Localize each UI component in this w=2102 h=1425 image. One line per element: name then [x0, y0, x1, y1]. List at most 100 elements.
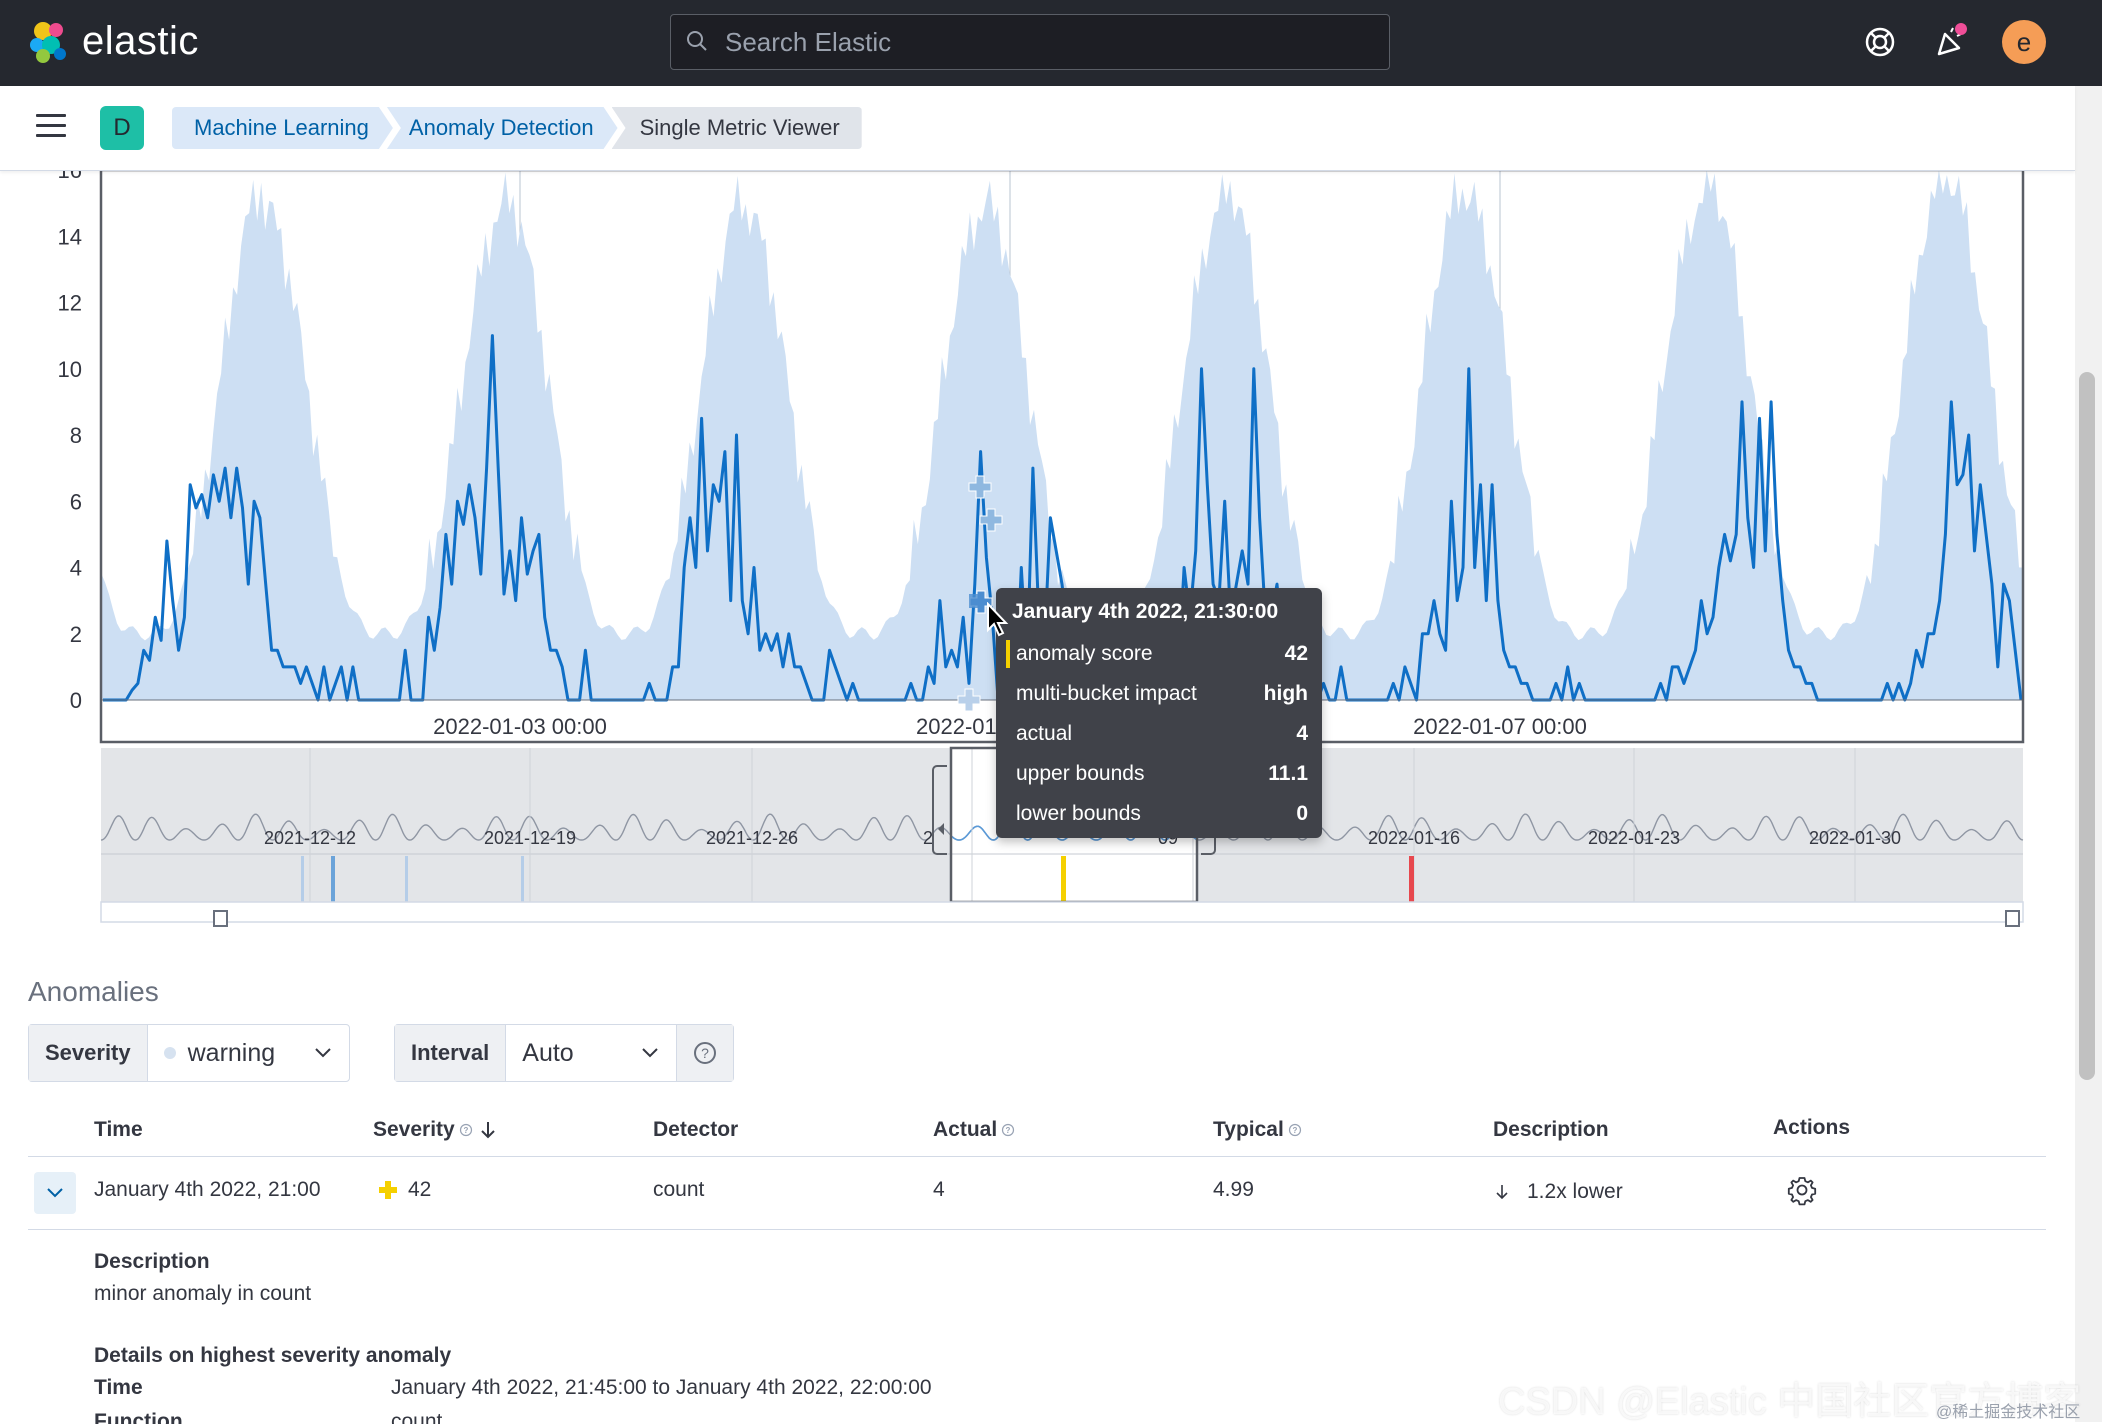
row-actions-button[interactable]: [1786, 1174, 1818, 1206]
tooltip-title: January 4th 2022, 21:30:00: [1012, 600, 1279, 623]
y-tick-label: 2: [70, 622, 82, 647]
user-avatar[interactable]: e: [2002, 20, 2046, 64]
tooltip-row-lower-bounds: lower bounds 0: [996, 794, 1322, 834]
interval-help-button[interactable]: ?: [676, 1025, 733, 1081]
swimlane-tick: [331, 856, 335, 902]
severity-warning-icon: [379, 1181, 397, 1199]
column-header-time[interactable]: Time: [94, 1118, 143, 1141]
y-tick-label: 8: [70, 423, 82, 448]
y-tick-label: 10: [58, 357, 82, 382]
menu-icon[interactable]: [36, 114, 66, 138]
details-time-value: January 4th 2022, 21:45:00 to January 4t…: [391, 1376, 932, 1399]
top-header: elastic e: [0, 0, 2102, 86]
elastic-cluster-icon: [30, 22, 66, 63]
row-detector: count: [653, 1178, 705, 1201]
brush-handle-left[interactable]: [932, 765, 947, 855]
scroll-handle-right[interactable]: [2005, 910, 2020, 927]
tooltip-value: 42: [1284, 642, 1308, 665]
details-function-label: Function: [94, 1410, 183, 1424]
breadcrumb-anomaly-detection[interactable]: Anomaly Detection: [387, 107, 618, 149]
context-tick-label: 2: [923, 828, 933, 848]
tooltip-row-multi-bucket: multi-bucket impact high: [996, 674, 1322, 714]
x-tick-label: 2022-01: [916, 714, 997, 739]
anomaly-marker[interactable]: [957, 688, 981, 712]
row-typical: 4.99: [1213, 1178, 1254, 1201]
watermark-small-text: @稀土掘金技术社区: [1936, 1404, 2081, 1421]
mouse-cursor-icon: [987, 602, 1009, 637]
severity-color-bar: [1006, 640, 1010, 668]
y-tick-label: 0: [70, 688, 82, 713]
sort-descending-icon[interactable]: [477, 1119, 499, 1141]
severity-select[interactable]: warning: [148, 1025, 349, 1081]
info-icon: ?: [1002, 1123, 1015, 1137]
tooltip-label: multi-bucket impact: [1016, 682, 1197, 705]
column-header-actual[interactable]: Actual ?: [933, 1118, 1015, 1142]
row-time: January 4th 2022, 21:00: [94, 1178, 321, 1201]
scroll-handle-left[interactable]: [213, 910, 228, 927]
interval-select[interactable]: Auto: [506, 1025, 676, 1081]
column-header-actions: Actions: [1773, 1116, 1851, 1139]
swimlane-tick: [521, 856, 524, 902]
column-header-description[interactable]: Description: [1493, 1118, 1609, 1141]
tooltip-value: 4: [1296, 722, 1308, 745]
row-description: 1.2x lower: [1493, 1180, 1623, 1204]
details-description-text: minor anomaly in count: [94, 1282, 312, 1305]
column-header-severity[interactable]: Severity ?: [373, 1118, 499, 1142]
breadcrumb-machine-learning[interactable]: Machine Learning: [172, 107, 393, 149]
info-icon: ?: [459, 1123, 472, 1137]
search-icon: [687, 31, 707, 51]
swimlane-tick: [405, 856, 408, 902]
y-tick-label: 6: [70, 489, 82, 514]
anomalies-heading: Anomalies: [28, 976, 159, 1007]
details-highest-severity-label: Details on highest severity anomaly: [94, 1344, 452, 1367]
tooltip-value: 11.1: [1268, 762, 1308, 785]
details-function-value: count: [391, 1410, 443, 1424]
chevron-down-icon: [642, 1048, 658, 1058]
news-feed-icon[interactable]: [1929, 20, 1973, 64]
tooltip-row-anomaly-score: anomaly score 42: [996, 634, 1322, 674]
row-expand-button[interactable]: [34, 1172, 76, 1214]
x-tick-label: 2022-01-03 00:00: [433, 714, 607, 739]
gear-icon: [1787, 1177, 1817, 1206]
x-tick-label: 2022-01-07 00:00: [1413, 714, 1587, 739]
anomaly-marker-selected[interactable]: [969, 590, 993, 614]
anomaly-marker[interactable]: [979, 508, 1003, 532]
chevron-down-icon: [315, 1048, 331, 1058]
anomaly-marker[interactable]: [968, 475, 992, 499]
arrow-down-icon: [1496, 1185, 1508, 1200]
tooltip-value: high: [1263, 682, 1308, 705]
tooltip-label: lower bounds: [1016, 802, 1141, 825]
breadcrumb-single-metric-viewer: Single Metric Viewer: [611, 107, 862, 149]
interval-filter-label: Interval: [395, 1025, 507, 1081]
help-lifebuoy-icon[interactable]: [1858, 20, 1902, 64]
swimlane-tick-critical: [1409, 856, 1414, 902]
tooltip-label: anomaly score: [1016, 642, 1153, 665]
column-header-detector[interactable]: Detector: [653, 1118, 739, 1141]
breadcrumb-bar: D Machine Learning Anomaly Detection Sin…: [0, 86, 2075, 171]
severity-filter[interactable]: Severity warning: [28, 1024, 350, 1082]
anomaly-markers[interactable]: [957, 475, 1003, 712]
severity-filter-label: Severity: [29, 1025, 148, 1081]
swimlane-tick: [301, 856, 304, 902]
chart-tooltip: January 4th 2022, 21:30:00 anomaly score…: [996, 588, 1322, 838]
search-input[interactable]: [723, 25, 1367, 59]
details-time-label: Time: [94, 1376, 143, 1399]
breadcrumb: Machine Learning Anomaly Detection Singl…: [172, 107, 862, 149]
page-scrollbar-thumb[interactable]: [2079, 372, 2095, 1080]
svg-text:?: ?: [701, 1045, 709, 1061]
info-icon: ?: [1288, 1123, 1301, 1137]
question-icon: ?: [694, 1042, 716, 1064]
y-tick-label: 14: [58, 224, 82, 249]
elastic-logo[interactable]: elastic: [26, 18, 199, 64]
row-actual: 4: [933, 1178, 945, 1201]
row-severity: 42: [378, 1178, 431, 1202]
y-tick-label: 12: [58, 291, 82, 316]
y-tick-label: 16: [58, 170, 82, 183]
column-header-typical[interactable]: Typical ?: [1213, 1118, 1302, 1142]
search-box[interactable]: [670, 14, 1390, 70]
space-avatar[interactable]: D: [100, 106, 144, 150]
y-axis: 0 2 4 6 8 10 12 14 16: [58, 170, 82, 713]
interval-filter[interactable]: Interval Auto ?: [394, 1024, 734, 1082]
interval-selected-value: Auto: [522, 1038, 574, 1067]
tooltip-row-upper-bounds: upper bounds 11.1: [996, 754, 1322, 794]
